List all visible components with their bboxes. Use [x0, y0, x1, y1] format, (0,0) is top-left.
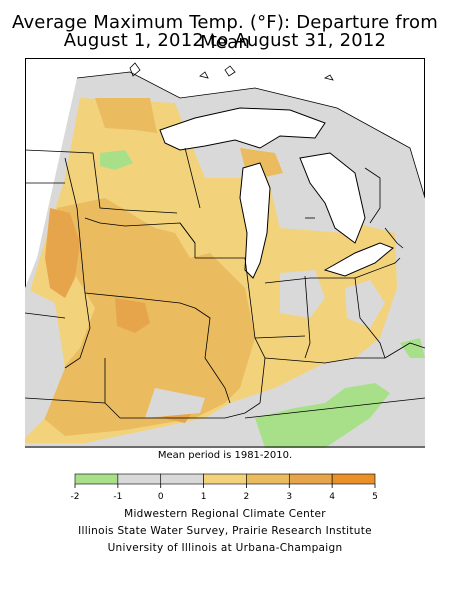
lake-erie	[323, 242, 394, 277]
coastline-details	[129, 62, 404, 249]
lake-superior	[159, 107, 326, 151]
mean-period-note: Mean period is 1981-2010.	[157, 450, 293, 461]
legend-tick-label: 5	[372, 492, 378, 502]
neutral-island-ohio	[345, 280, 385, 328]
state-boundaries	[25, 147, 425, 419]
color-scale-legend: -2 -1 0 1 2 3 4 5	[71, 473, 378, 502]
lake-huron	[299, 152, 366, 244]
legend-bin	[74, 473, 119, 485]
cool-zone-north	[100, 150, 133, 170]
legend-tick-label: -2	[71, 492, 80, 502]
map-title-line-2: August 1, 2012 to August 31, 2012	[63, 30, 387, 51]
map-title-line-1: Average Maximum Temp. (°F): Departure fr…	[12, 12, 438, 53]
warm-zone-2-to-3	[43, 98, 283, 436]
legend-bin	[160, 473, 204, 485]
neutral-island-east	[280, 270, 325, 318]
cool-zone-east	[400, 338, 425, 358]
legend-bin	[288, 473, 333, 485]
legend-bin	[331, 473, 376, 485]
neutral-island-west	[25, 288, 65, 438]
neutral-island-south	[145, 388, 205, 418]
legend-tick-label: 1	[201, 492, 207, 502]
cool-zone-southeast	[255, 383, 390, 448]
warm-zone-3-to-4	[45, 208, 195, 423]
legend-bin	[203, 473, 247, 485]
legend-tick-label: 0	[158, 492, 164, 502]
credit-line-1: Midwestern Regional Climate Center	[124, 508, 326, 520]
credit-line-3: University of Illinois at Urbana-Champai…	[107, 542, 343, 554]
legend-bin	[246, 473, 290, 485]
temperature-departure-map	[25, 58, 425, 448]
legend-tick-label: 2	[244, 492, 250, 502]
legend-tick-label: -1	[113, 492, 122, 502]
legend-bin	[117, 473, 162, 485]
region-boundary	[76, 71, 425, 199]
legend-tick-label: 4	[329, 492, 335, 502]
legend-tick-label: 3	[286, 492, 292, 502]
credit-line-2: Illinois State Water Survey, Prairie Res…	[78, 525, 372, 537]
lake-michigan	[239, 162, 271, 279]
